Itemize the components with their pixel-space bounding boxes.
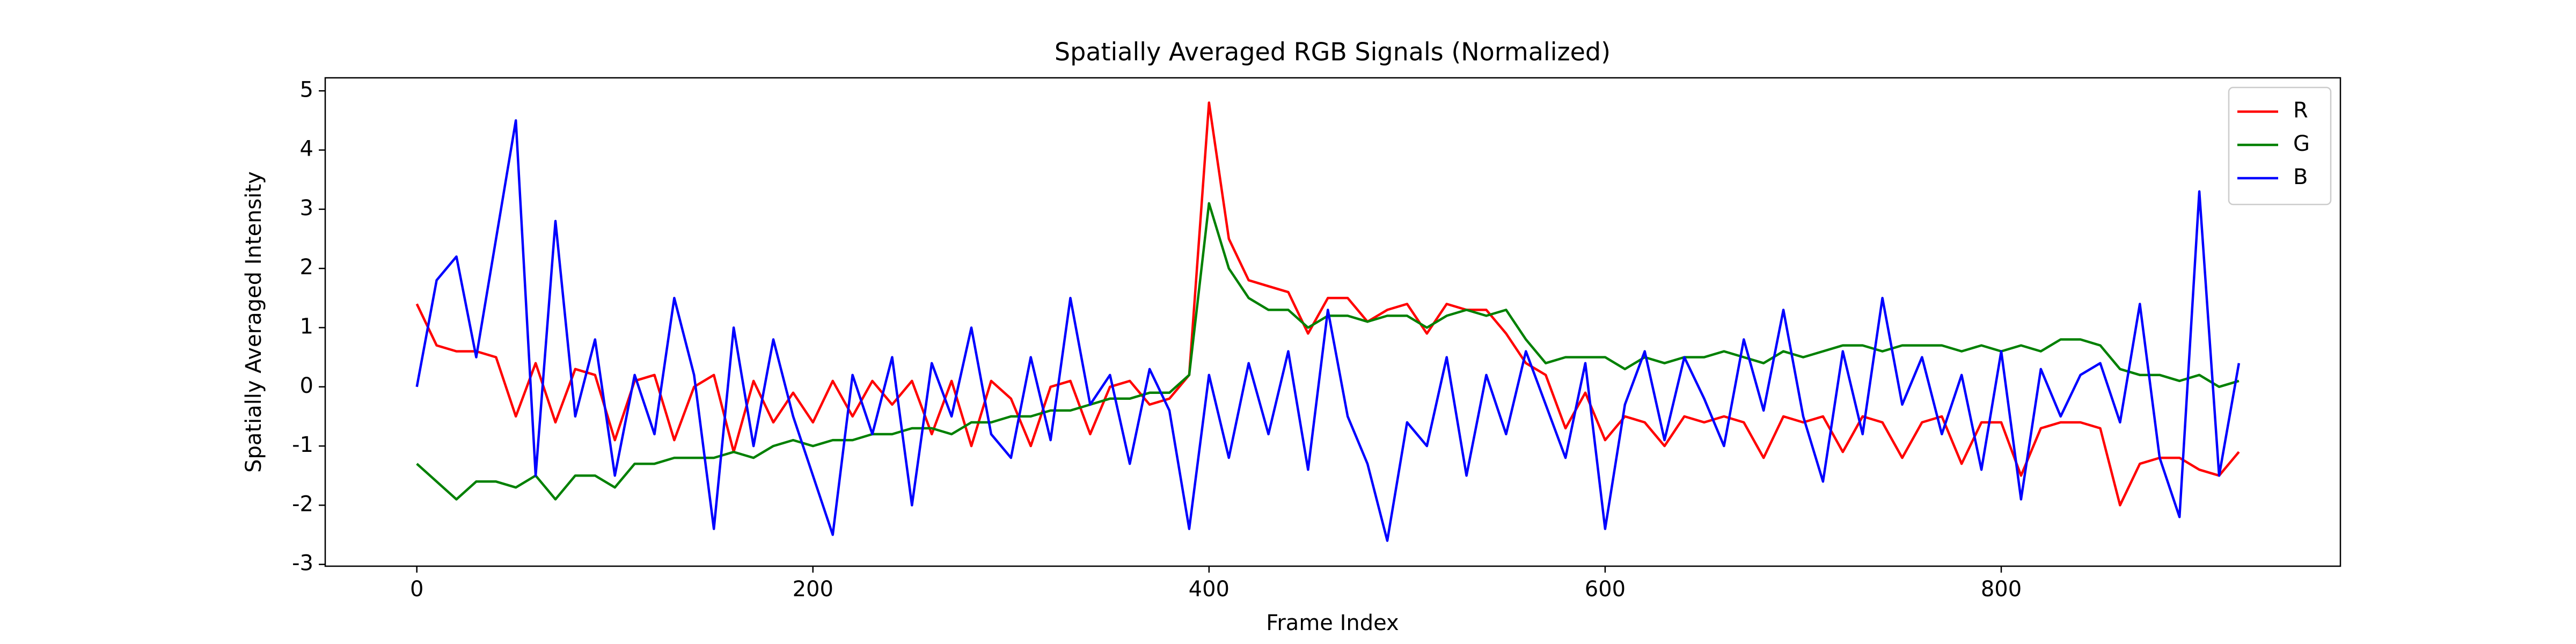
legend-label: B	[2293, 165, 2308, 189]
x-tick-label: 800	[1981, 577, 2022, 602]
x-tick-label: 600	[1585, 577, 1626, 602]
x-tick-label: 0	[410, 577, 423, 602]
y-tick-label: 0	[300, 374, 313, 398]
y-tick-label: 4	[300, 137, 313, 162]
y-tick-label: -2	[292, 492, 313, 516]
series-line	[415, 101, 2240, 507]
legend-label: R	[2293, 98, 2308, 123]
x-axis-label: Frame Index	[1266, 611, 1399, 635]
chart-title: Spatially Averaged RGB Signals (Normaliz…	[1055, 38, 1611, 67]
y-tick-label: 2	[300, 255, 313, 280]
x-tick-label: 400	[1189, 577, 1230, 602]
y-tick-label: 1	[300, 314, 313, 339]
y-tick-label: 3	[300, 196, 313, 221]
y-tick-label: -3	[292, 551, 313, 576]
plot-frame	[324, 77, 2341, 567]
y-tick-label: -1	[292, 433, 313, 457]
y-axis-label: Spatially Averaged Intensity	[241, 171, 266, 473]
x-tick-label: 200	[793, 577, 833, 602]
legend-box	[2228, 86, 2332, 206]
legend-label: G	[2293, 131, 2310, 156]
series-line	[415, 119, 2241, 542]
legend: RGB	[2228, 86, 2332, 206]
y-tick-label: 5	[300, 77, 313, 102]
